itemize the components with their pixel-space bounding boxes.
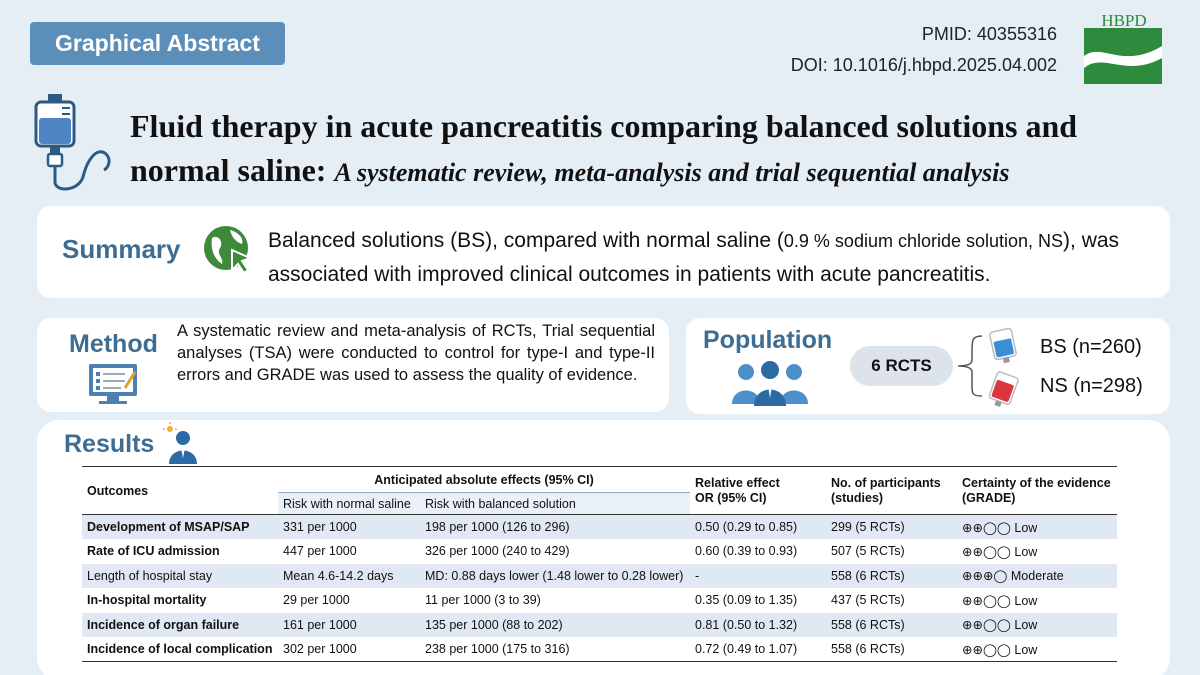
cell-certainty: ⊕⊕◯◯ Low [962,642,1038,657]
pmid: PMID: 40355316 [921,24,1057,44]
cell-relative: - [695,568,700,583]
summary-text-part2: ), was associated with improved clinical… [268,229,1120,286]
cell-certainty: ⊕⊕◯◯ Low [962,593,1038,608]
people-group-icon [732,361,808,406]
population-ns: NS (n=298) [1040,375,1143,397]
cell-certainty: ⊕⊕◯◯ Low [962,520,1038,535]
title-subtitle: A systematic review, meta-analysis and t… [334,158,1010,187]
summary-card: Summary Balanced solutions (BS), compare… [37,206,1170,298]
bracket [957,335,983,397]
header-relative-2: OR (95% CI) [695,490,767,505]
population-label: Population [703,326,833,354]
header-risk-ns: Risk with normal saline [278,492,420,515]
header-effects: Anticipated absolute effects (95% CI) [278,466,690,493]
cell-risk-bs: 198 per 1000 (126 to 296) [425,520,570,534]
population-card: Population 6 RCTS BS (n=260) NS (n=298) [686,318,1170,414]
cell-outcome: In-hospital mortality [87,593,207,608]
results-label: Results [64,430,155,458]
ns-bag-icon [988,371,1019,408]
cell-participants: 299 (5 RCTs) [831,520,905,534]
header-relative-1: Relative effect [695,475,780,490]
cell-risk-ns: 161 per 1000 [283,617,357,632]
cell-outcome: Incidence of local complication [87,642,273,656]
cell-participants: 558 (6 RCTs) [831,568,905,583]
method-card: Method A systematic review and meta-anal… [37,318,669,412]
header-participants-1: No. of participants [831,475,941,490]
header-participants-2: (studies) [831,490,884,505]
title-main: Fluid therapy in acute pancreatitis comp… [130,108,1078,188]
summary-text-part1: Balanced solutions (BS), compared with n… [268,229,784,252]
table-row: Length of hospital stay Mean 4.6-14.2 da… [82,563,1117,588]
bs-bag-icon [989,327,1017,364]
cell-risk-bs: MD: 0.88 days lower (1.48 lower to 0.28 … [425,568,684,583]
cell-risk-bs: 11 per 1000 (3 to 39) [425,593,541,608]
summary-text: Balanced solutions (BS), compared with n… [268,224,1158,291]
doi: DOI: 10.1016/j.hbpd.2025.04.002 [790,55,1057,75]
cell-participants: 437 (5 RCTs) [831,593,905,608]
cell-relative: 0.50 (0.29 to 0.85) [695,520,798,534]
cell-participants: 558 (6 RCTs) [831,642,905,656]
grade-table: Outcomes Anticipated absolute effects (9… [82,466,1117,662]
population-bs: BS (n=260) [1040,336,1142,358]
cell-risk-ns: 29 per 1000 [283,593,350,608]
header-certainty: Certainty of the evidence (GRADE) [957,467,1117,515]
article-title: Fluid therapy in acute pancreatitis comp… [130,104,1180,195]
cell-participants: 558 (6 RCTs) [831,617,905,632]
iv-bag-icon [34,94,111,191]
cell-relative: 0.81 (0.50 to 1.32) [695,617,798,632]
logo-international-text: International [1097,66,1148,77]
logo-hbpd-text: HBPD [1101,12,1146,30]
summary-text-small: 0.9 % sodium chloride solution, NS [783,231,1064,251]
cell-outcome: Length of hospital stay [87,568,213,583]
cell-certainty: ⊕⊕⊕◯ Moderate [962,569,1064,584]
table-row: Incidence of local complication 302 per … [82,637,1117,662]
cell-outcome: Incidence of organ failure [87,617,240,632]
cell-risk-ns: 447 per 1000 [283,544,357,559]
method-text: A systematic review and meta-analysis of… [177,322,655,384]
globe-cursor-icon [204,226,253,275]
header-relative: Relative effect OR (95% CI) [690,467,826,515]
header-certainty-2: (GRADE) [962,490,1016,505]
header-participants: No. of participants (studies) [826,467,957,515]
cell-participants: 507 (5 RCTs) [831,544,905,559]
results-card: Results Outcomes Anticipated absolute ef… [37,420,1170,675]
header-outcomes: Outcomes [87,483,149,498]
table-row: Incidence of organ failure 161 per 1000 … [82,612,1117,637]
cell-certainty: ⊕⊕◯◯ Low [962,544,1038,559]
method-label: Method [69,330,158,358]
cell-relative: 0.60 (0.39 to 0.93) [695,544,798,559]
rcts-pill: 6 RCTS [850,346,953,386]
cell-risk-ns: 302 per 1000 [283,642,357,656]
cell-relative: 0.35 (0.09 to 1.35) [695,593,798,608]
computer-checklist-icon [89,364,137,404]
cell-outcome: Rate of ICU admission [87,544,220,559]
cell-risk-ns: 331 per 1000 [283,520,357,534]
table-row: In-hospital mortality 29 per 1000 11 per… [82,588,1117,613]
table-row: Rate of ICU admission 447 per 1000 326 p… [82,539,1117,564]
hbpd-logo: HBPD International [1084,12,1162,84]
cell-outcome: Development of MSAP/SAP [87,520,250,534]
cell-risk-bs: 238 per 1000 (175 to 316) [425,642,570,656]
table-row: Development of MSAP/SAP 331 per 1000 198… [82,514,1117,539]
cell-risk-bs: 326 per 1000 (240 to 429) [425,544,570,559]
cell-risk-bs: 135 per 1000 (88 to 202) [425,617,563,632]
cell-risk-ns: Mean 4.6-14.2 days [283,568,394,583]
cell-relative: 0.72 (0.49 to 1.07) [695,642,798,656]
person-idea-icon [163,422,197,464]
header-risk-bs: Risk with balanced solution [420,492,690,515]
graphical-abstract-badge: Graphical Abstract [30,22,285,65]
summary-label: Summary [62,234,181,264]
header-certainty-1: Certainty of the evidence [962,475,1111,490]
cell-certainty: ⊕⊕◯◯ Low [962,618,1038,633]
